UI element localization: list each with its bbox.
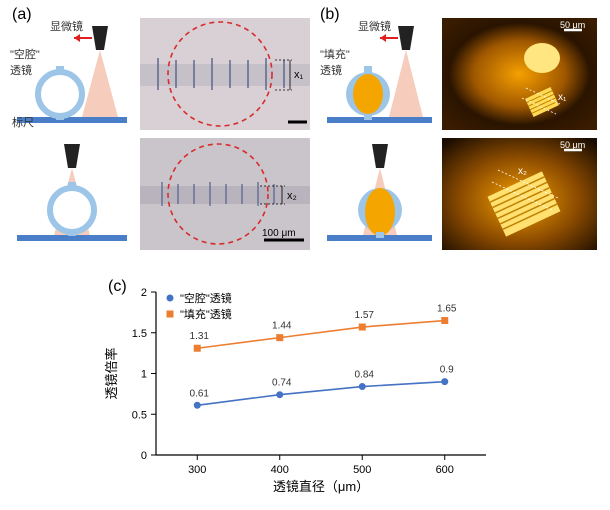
svg-text:0.5: 0.5 [132,409,147,421]
empty-lens-label: "空腔" 透镜 [10,46,40,78]
svg-text:0.61: 0.61 [190,388,210,399]
photo-b-bottom: x₂ 50 μm [442,138,597,250]
svg-text:x₂: x₂ [287,190,297,202]
photo-b-top: x₁ 50 μm [442,18,597,130]
diagram-b-bottom [322,140,437,250]
svg-text:"填充"透镜: "填充"透镜 [180,307,232,321]
ruler-label: 标尺 [12,114,34,130]
svg-text:400: 400 [271,464,289,476]
svg-text:100 μm: 100 μm [262,228,296,239]
svg-text:1: 1 [141,369,147,381]
diagram-a-bottom [12,140,132,250]
svg-text:0.84: 0.84 [355,370,375,381]
microscope-label-b: 显微镜 [358,18,391,34]
svg-text:x₁: x₁ [558,92,567,103]
svg-text:2: 2 [141,287,147,299]
svg-text:50 μm: 50 μm [560,140,585,150]
svg-text:x₁: x₁ [294,69,304,81]
svg-text:300: 300 [188,464,206,476]
svg-text:600: 600 [436,464,454,476]
filled-lens-label: "填充" 透镜 [320,46,350,78]
svg-text:1.31: 1.31 [190,331,210,342]
svg-text:0: 0 [141,450,147,462]
svg-text:1.57: 1.57 [355,310,375,321]
svg-text:透镜倍率: 透镜倍率 [104,347,119,399]
chart-c: 00.511.52300400500600透镜直径（μm）透镜倍率0.610.7… [100,280,500,490]
svg-text:1.5: 1.5 [132,328,147,340]
svg-text:500: 500 [353,464,371,476]
photo-a-top: x₁ [140,18,310,130]
svg-text:0.9: 0.9 [440,365,454,376]
svg-text:"空腔"透镜: "空腔"透镜 [180,291,232,305]
svg-text:x₂: x₂ [518,166,527,177]
svg-text:0.74: 0.74 [272,378,292,389]
svg-text:透镜直径（μm）: 透镜直径（μm） [273,479,369,494]
svg-text:50 μm: 50 μm [560,20,585,30]
svg-text:1.44: 1.44 [272,321,292,332]
svg-text:1.65: 1.65 [437,304,457,315]
microscope-label-a: 显微镜 [50,18,83,34]
photo-a-bottom: x₂ 100 μm [140,138,310,250]
